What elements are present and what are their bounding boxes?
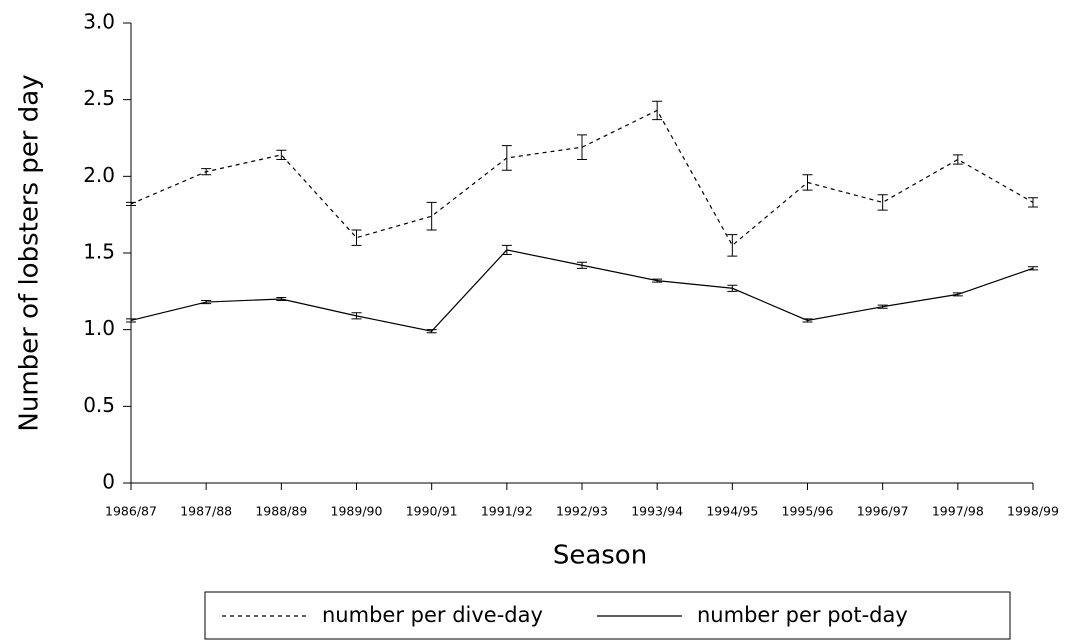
legend-label: number per pot-day	[697, 603, 908, 627]
error-bar	[126, 318, 136, 323]
x-axis-title: Season	[553, 541, 647, 571]
x-tick-label: 1998/99	[1007, 504, 1059, 519]
error-bar	[577, 134, 587, 160]
error-bar	[276, 149, 287, 160]
x-tick-label: 1997/98	[932, 504, 984, 519]
y-tick-label: 1.5	[83, 240, 115, 264]
y-tick-label: 3.0	[83, 10, 115, 34]
error-bar	[802, 318, 813, 323]
error-bar	[351, 312, 362, 320]
error-bar	[1028, 266, 1038, 271]
error-bar	[802, 174, 813, 191]
x-tick-label: 1996/97	[857, 504, 909, 519]
y-tick-label: 0.5	[83, 393, 115, 417]
error-bar	[877, 194, 888, 211]
x-tick-label: 1989/90	[331, 504, 383, 519]
legend-label: number per dive-day	[322, 603, 543, 627]
error-bar	[501, 244, 512, 256]
error-bar	[426, 329, 437, 334]
x-tick-label: 1993/94	[631, 504, 683, 519]
x-tick-label: 1988/89	[255, 504, 307, 519]
y-tick-label: 0	[102, 470, 115, 494]
error-bar	[652, 100, 663, 121]
error-bar	[952, 154, 963, 165]
series-line	[130, 109, 1034, 247]
x-tick-label: 1990/91	[406, 504, 458, 519]
y-tick-label: 2.5	[83, 86, 115, 110]
x-tick-label: 1991/92	[481, 504, 533, 519]
y-axis-title: Number of lobsters per day	[15, 74, 45, 431]
error-bar	[126, 201, 136, 206]
x-tick-label: 1986/87	[105, 504, 157, 519]
error-bar	[351, 229, 362, 246]
error-bar	[501, 145, 512, 171]
y-tick-label: 2.0	[83, 163, 115, 187]
x-tick-label: 1995/96	[782, 504, 834, 519]
error-bar	[727, 284, 738, 292]
x-tick-label: 1987/88	[180, 504, 232, 519]
x-tick-label: 1994/95	[706, 504, 758, 519]
x-tick-label: 1992/93	[556, 504, 608, 519]
error-bar	[877, 304, 888, 309]
error-bar	[276, 296, 287, 302]
error-bar	[1028, 197, 1038, 208]
error-bar	[426, 201, 437, 231]
error-bar	[577, 261, 587, 269]
y-tick-label: 1.0	[83, 316, 115, 340]
error-bar	[652, 278, 663, 283]
error-bar	[727, 234, 738, 257]
legend-box	[204, 591, 1011, 640]
error-bar	[201, 168, 212, 176]
error-bar	[201, 300, 212, 305]
error-bar	[952, 292, 963, 297]
